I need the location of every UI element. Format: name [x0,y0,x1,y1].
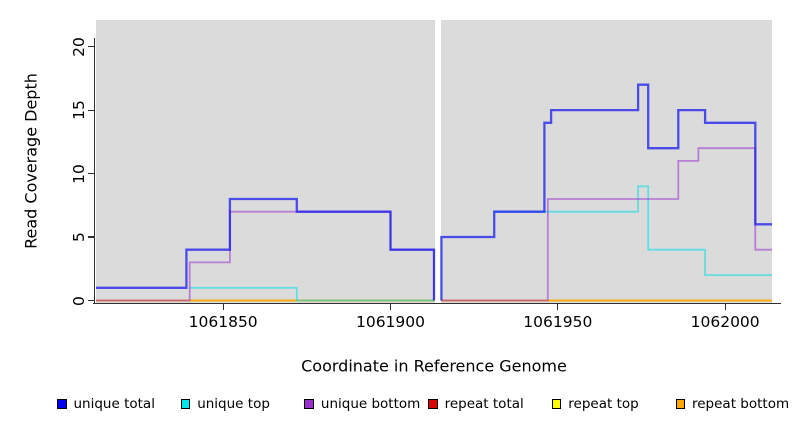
legend-label: unique bottom [320,396,421,412]
legend-swatch-unique-bottom [304,399,314,409]
x-tick-mark [222,303,224,311]
series-line-unique-total [440,83,772,301]
x-axis-title: Coordinate in Reference Genome [301,356,567,376]
y-tick-mark [88,46,95,48]
legend: unique total unique top unique bottom repea… [0,397,792,417]
y-tick-mark [88,172,95,175]
gap-band [434,20,442,303]
series-lines [96,83,772,302]
x-tick-label: 1061950 [523,313,593,331]
legend-item-unique-total: unique total [57,397,155,411]
legend-label: repeat total [444,396,524,412]
legend-label: unique top [197,396,270,412]
y-tick-label: 0 [70,295,88,306]
legend-swatch-repeat-top [551,399,562,409]
y-tick-label: 10 [70,163,88,184]
x-axis-line [93,302,781,304]
x-tick-label: 1061900 [355,313,425,331]
legend-swatch-unique-top [180,399,191,409]
y-tick-label: 15 [70,100,88,120]
y-tick-label: 20 [70,36,88,57]
series-line-unique-bottom [441,147,772,302]
legend-swatch-repeat-bottom [675,399,685,409]
y-axis-title: Read Coverage Depth [21,73,41,249]
legend-item-repeat-top: repeat top [551,396,639,412]
legend-label: repeat bottom [692,396,790,412]
plot-area [96,20,772,303]
y-tick-label: 5 [70,232,88,242]
series-line-unique-top [189,286,434,302]
series-line-unique-total [96,197,436,301]
x-tick-mark [557,303,559,311]
y-tick-mark [88,109,95,111]
y-tick-mark [88,299,95,302]
legend-swatch-repeat-total [428,399,438,409]
x-tick-mark [724,303,726,311]
x-tick-label: 1062000 [690,313,760,331]
x-tick-label: 1061850 [188,313,258,331]
legend-item-unique-top: unique top [180,396,270,412]
legend-swatch-unique-total [57,399,67,409]
legend-item-repeat-total: repeat total [428,397,524,411]
legend-label: repeat top [568,396,639,412]
legend-item-unique-bottom: unique bottom [304,397,420,411]
y-tick-mark [88,236,95,238]
series-line-unique-top [494,185,772,276]
legend-label: unique total [73,396,155,412]
legend-item-repeat-bottom: repeat bottom [675,396,790,412]
x-tick-mark [389,303,392,311]
y-axis-line [94,38,96,304]
